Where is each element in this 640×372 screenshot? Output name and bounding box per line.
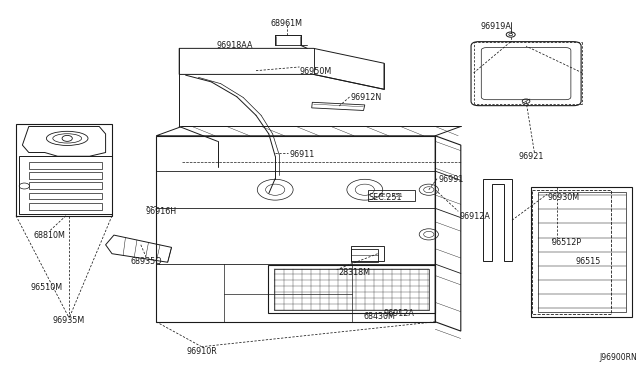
- Text: 96919A: 96919A: [481, 22, 511, 31]
- Text: 96916H: 96916H: [146, 207, 177, 216]
- Text: 28318M: 28318M: [338, 268, 370, 277]
- Text: J96900RN: J96900RN: [599, 353, 637, 362]
- Text: 96921: 96921: [518, 153, 544, 161]
- Text: 96512P: 96512P: [552, 238, 582, 247]
- Text: 96912A: 96912A: [383, 309, 414, 318]
- Text: 96991: 96991: [438, 175, 464, 184]
- Text: 96950M: 96950M: [300, 67, 332, 76]
- Text: 96935M: 96935M: [53, 316, 85, 325]
- Text: 96510M: 96510M: [31, 283, 63, 292]
- Text: SEC.251: SEC.251: [379, 193, 403, 198]
- Text: 96918AA: 96918AA: [216, 41, 253, 50]
- Text: 68961M: 68961M: [271, 19, 303, 28]
- Text: 96912N: 96912N: [351, 93, 382, 102]
- Text: 68810M: 68810M: [34, 231, 66, 240]
- Text: 96515: 96515: [576, 257, 602, 266]
- Text: 96930M: 96930M: [547, 193, 579, 202]
- Text: 68430M: 68430M: [364, 312, 396, 321]
- Text: 96911: 96911: [289, 150, 314, 159]
- Text: 68935Q: 68935Q: [130, 257, 162, 266]
- Text: 96912A: 96912A: [460, 212, 490, 221]
- Text: 96910R: 96910R: [186, 347, 217, 356]
- Text: SEC.251: SEC.251: [369, 193, 402, 202]
